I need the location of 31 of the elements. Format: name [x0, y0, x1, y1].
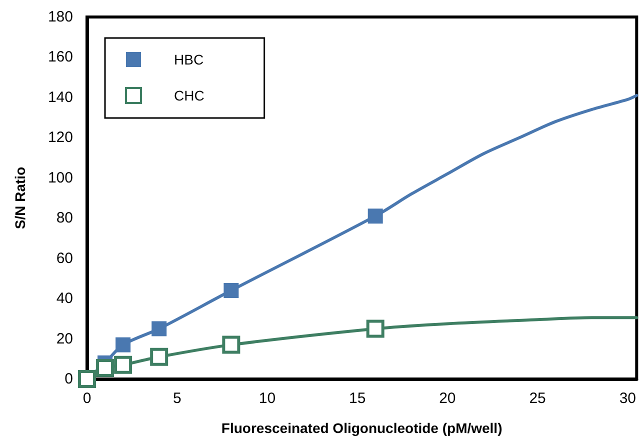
x-tick-label: 15 — [348, 390, 366, 407]
y-tick-label: 100 — [48, 169, 73, 186]
point — [224, 283, 239, 298]
x-axis-title: Fluoresceinated Oligonucleotide (pM/well) — [221, 420, 502, 436]
y-tick-label: 0 — [64, 370, 73, 388]
x-tick-label: 20 — [439, 390, 456, 407]
y-axis-title: S/N Ratio — [12, 166, 28, 230]
y-tick-label: 40 — [56, 290, 73, 308]
legend-label: HBC — [174, 52, 204, 68]
legend-label: CHC — [174, 88, 204, 104]
point — [116, 337, 131, 352]
point — [366, 320, 384, 338]
point — [222, 336, 240, 354]
y-tick-label: 180 — [48, 8, 73, 26]
point — [96, 358, 114, 377]
x-tick-label: 30 — [619, 390, 636, 407]
y-tick-label: 140 — [48, 88, 73, 106]
y-tick-label: 160 — [48, 48, 73, 66]
x-tick-label: 10 — [258, 390, 276, 407]
x-tick-label: 0 — [82, 390, 92, 407]
y-tick-label: 120 — [48, 129, 73, 146]
x-tick-label: 5 — [172, 390, 182, 407]
point — [368, 208, 383, 224]
x-tick-label: 25 — [529, 390, 546, 407]
point — [150, 348, 168, 366]
point — [78, 370, 96, 388]
y-tick-label: 80 — [56, 210, 73, 227]
y-tick-label: 20 — [56, 330, 73, 348]
point — [152, 321, 167, 336]
point — [114, 356, 132, 374]
y-tick-label: 60 — [56, 250, 73, 267]
